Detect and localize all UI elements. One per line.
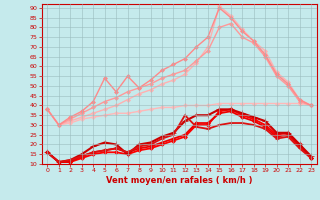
X-axis label: Vent moyen/en rafales ( km/h ): Vent moyen/en rafales ( km/h ) <box>106 176 252 185</box>
